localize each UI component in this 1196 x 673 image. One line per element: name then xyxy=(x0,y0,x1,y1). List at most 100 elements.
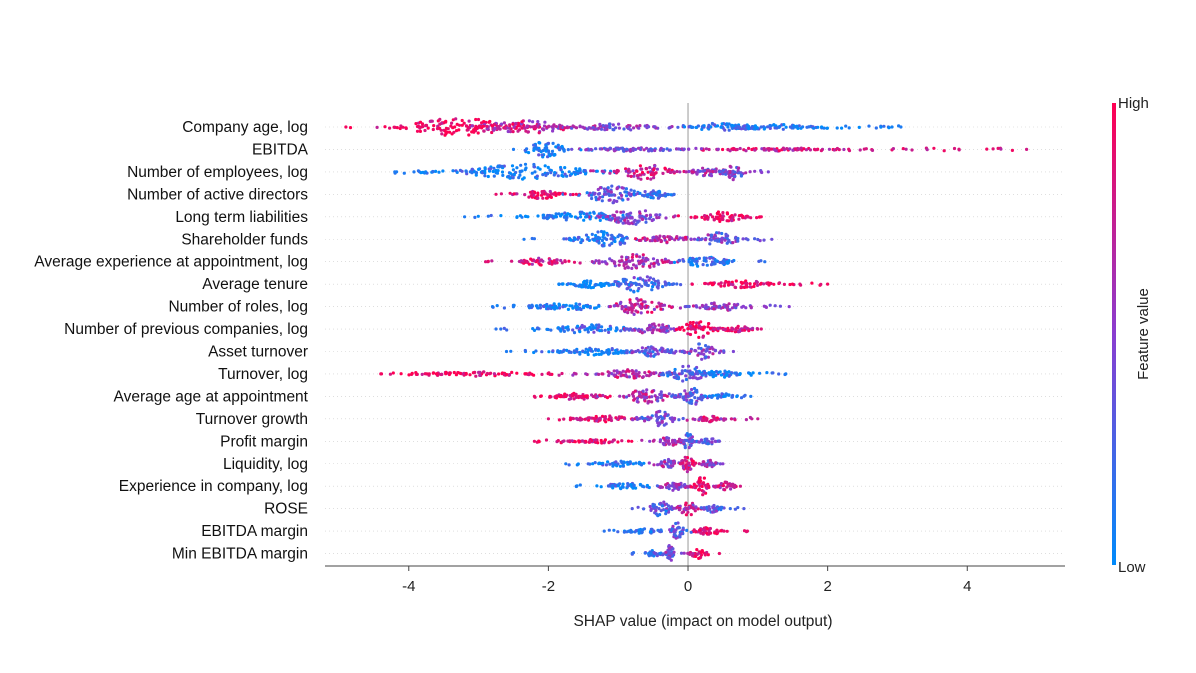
shap-point xyxy=(551,141,555,145)
shap-point xyxy=(670,348,674,352)
shap-point xyxy=(657,323,661,327)
shap-point xyxy=(672,550,676,554)
shap-point xyxy=(788,282,792,287)
shap-point xyxy=(590,196,594,201)
shap-point xyxy=(725,306,730,310)
shap-point xyxy=(688,376,692,380)
shap-point xyxy=(561,439,565,444)
shap-point xyxy=(810,281,814,285)
shap-point xyxy=(583,394,587,399)
shap-point xyxy=(730,259,734,264)
shap-point xyxy=(626,439,631,443)
shap-point xyxy=(678,508,682,512)
shap-point xyxy=(577,169,581,173)
shap-point xyxy=(651,328,655,332)
shap-point xyxy=(621,221,625,225)
shap-point xyxy=(503,126,507,130)
shap-point xyxy=(438,122,442,126)
shap-point xyxy=(610,184,614,188)
shap-point xyxy=(547,350,551,354)
shap-point xyxy=(722,529,726,533)
shap-point xyxy=(647,374,651,378)
shap-point xyxy=(642,395,646,399)
shap-point xyxy=(626,174,630,178)
shap-point xyxy=(640,170,645,175)
shap-point xyxy=(678,395,682,399)
shap-point xyxy=(500,170,505,174)
shap-point xyxy=(620,193,624,198)
shap-point xyxy=(742,507,746,511)
shap-point xyxy=(678,504,682,508)
shap-point xyxy=(652,176,656,180)
shap-point xyxy=(713,506,718,510)
shap-point xyxy=(563,192,567,196)
shap-point xyxy=(701,481,706,485)
shap-point xyxy=(556,439,560,443)
shap-point xyxy=(985,147,989,151)
feature-label: Company age, log xyxy=(182,119,308,136)
shap-point xyxy=(641,256,645,260)
shap-point xyxy=(612,304,616,308)
shap-point xyxy=(755,216,759,220)
shap-point xyxy=(709,373,714,377)
shap-point xyxy=(715,211,720,215)
shap-point xyxy=(700,127,704,131)
shap-point xyxy=(664,412,668,416)
shap-point xyxy=(734,306,738,310)
shap-point xyxy=(777,149,781,153)
shap-point xyxy=(756,417,760,421)
shap-point xyxy=(497,125,501,129)
shap-point xyxy=(402,171,406,175)
shap-point xyxy=(574,302,578,306)
shap-point xyxy=(655,553,659,557)
shap-point xyxy=(650,288,654,292)
shap-point xyxy=(755,283,760,287)
shap-point xyxy=(640,349,644,353)
shap-point xyxy=(694,325,698,329)
shap-point xyxy=(643,190,647,194)
shap-point xyxy=(613,260,617,264)
shap-point xyxy=(573,172,578,176)
shap-point xyxy=(618,241,622,245)
shap-point xyxy=(570,147,574,151)
shap-point xyxy=(460,123,464,127)
shap-point xyxy=(617,283,621,287)
x-tick-label: -2 xyxy=(542,578,555,595)
shap-point xyxy=(619,371,623,375)
shap-point xyxy=(632,192,636,196)
shap-point xyxy=(517,128,522,132)
shap-point xyxy=(628,170,632,174)
shap-point xyxy=(744,326,748,330)
shap-point xyxy=(668,148,672,152)
shap-point xyxy=(630,328,635,332)
shap-point xyxy=(633,303,637,307)
shap-point xyxy=(730,123,735,128)
shap-point xyxy=(700,484,704,489)
shap-point xyxy=(557,373,561,377)
shap-point xyxy=(562,329,567,333)
shap-point xyxy=(455,122,459,126)
shap-point xyxy=(643,371,647,375)
shap-point xyxy=(737,214,742,218)
shap-point xyxy=(782,123,786,127)
shap-point xyxy=(687,304,691,309)
shap-point xyxy=(723,238,727,242)
shap-point xyxy=(597,304,601,308)
shap-point xyxy=(466,126,470,130)
shap-point xyxy=(540,372,544,376)
shap-point xyxy=(698,476,702,480)
shap-point xyxy=(691,263,695,267)
shap-point xyxy=(670,484,674,488)
shap-point xyxy=(661,171,665,175)
shap-point xyxy=(712,503,716,508)
shap-point xyxy=(612,282,616,286)
shap-point xyxy=(659,509,663,513)
shap-point xyxy=(624,169,628,173)
shap-point xyxy=(715,259,719,263)
shap-point xyxy=(554,304,558,309)
shap-point xyxy=(687,260,691,264)
shap-point xyxy=(636,220,640,224)
shap-point xyxy=(603,328,607,332)
shap-point xyxy=(731,178,735,182)
feature-points-row xyxy=(490,297,791,316)
